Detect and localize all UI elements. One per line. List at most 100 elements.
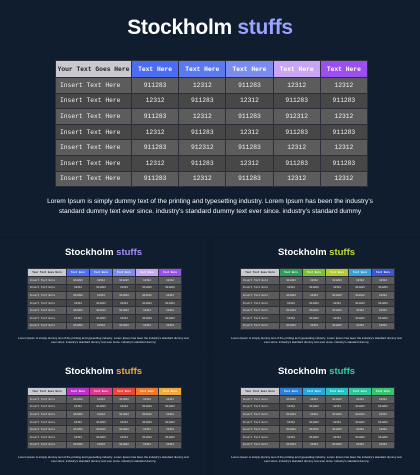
table-cell: 911283 (325, 291, 349, 300)
table-cell: 12312 (325, 402, 349, 412)
table-cell: 12312 (66, 313, 90, 323)
table-cell: 911283 (66, 276, 90, 285)
table-row: Insert Text Here 911283 912312 911283 12312 1… (27, 306, 182, 315)
thumbnail-slide-2[interactable]: Stockholm stuffs Your Text Goes Here Text… (213, 238, 420, 356)
table-cell: 911283 (371, 283, 395, 293)
table-cell: 12312 (302, 276, 326, 285)
main-slide[interactable]: Stockholm stuffs Your Text Goes Here Text… (0, 0, 420, 236)
row-label: Insert Text Here (55, 154, 132, 172)
row-label: Insert Text Here (240, 298, 280, 308)
table-cell: 911283 (89, 298, 113, 308)
table-cell: 912312 (272, 108, 321, 125)
table-header-label: Your Text Goes Here (240, 387, 280, 396)
table-cell: 911283 (158, 432, 182, 442)
table-header-cell: Text Here (371, 268, 395, 277)
row-label: Insert Text Here (55, 108, 132, 125)
table-cell: 911283 (371, 432, 395, 442)
table-row: Insert Text Here 911283 912312 911283 12312 1… (240, 425, 395, 434)
table-cell: 911283 (66, 395, 90, 404)
table-row: Insert Text Here 911283 12312 911283 12312 12… (55, 170, 369, 188)
table-cell: 12312 (158, 321, 182, 331)
table-cell: 12312 (319, 77, 369, 94)
table-cell: 911283 (371, 298, 395, 308)
row-label: Insert Text Here (240, 283, 280, 293)
table-cell: 911283 (89, 402, 113, 412)
table-cell: 911283 (112, 425, 136, 434)
table-cell: 12312 (279, 402, 303, 412)
table-row: Insert Text Here 12312 911283 12312 911283 91… (27, 298, 182, 308)
table-cell: 12312 (130, 154, 180, 172)
table-cell: 12312 (348, 306, 372, 315)
table-cell: 12312 (348, 321, 372, 331)
table-cell: 12312 (272, 170, 321, 188)
table-cell: 12312 (66, 417, 90, 427)
table-row: Insert Text Here 911283 12312 911283 12312 12… (27, 276, 182, 285)
table-cell: 12312 (158, 306, 182, 315)
row-label: Insert Text Here (27, 283, 67, 293)
row-label: Insert Text Here (240, 417, 280, 427)
thumbnail-title: Stockholm stuffs (64, 366, 143, 377)
row-label: Insert Text Here (27, 313, 67, 323)
table-header-label: Your Text Goes Here (240, 268, 280, 277)
table-header-row: Your Text Goes Here Text Here Text Here Tex… (55, 60, 369, 78)
table-cell: 911283 (225, 77, 274, 94)
table-cell: 911283 (89, 432, 113, 442)
row-label: Insert Text Here (240, 402, 280, 412)
table-cell: 911283 (158, 313, 182, 323)
table-cell: 12312 (279, 298, 303, 308)
table-cell: 12312 (279, 432, 303, 442)
table-row: Insert Text Here 12312 911283 12312 911283 91… (27, 417, 182, 427)
table-cell: 911283 (130, 139, 180, 156)
table-cell: 911283 (135, 417, 159, 427)
thumbnail-description: Lorem Ipsum is simply dummy text of the … (18, 336, 189, 345)
table-cell: 911283 (279, 306, 303, 315)
table-row: Insert Text Here 12312 911283 12312 911283 91… (27, 402, 182, 412)
table-header-cell: Text Here (112, 268, 136, 277)
table-cell: 911283 (66, 425, 90, 434)
row-label: Insert Text Here (27, 276, 67, 285)
table-cell: 12312 (158, 395, 182, 404)
table-cell: 911283 (279, 291, 303, 300)
thumbnail-description: Lorem Ipsum is simply dummy text of the … (231, 336, 402, 345)
thumbnail-table: Your Text Goes Here Text Here Text Here Tex… (240, 387, 395, 450)
table-row: Insert Text Here 911283 12312 911283 912312 1… (55, 108, 369, 125)
table-cell: 911283 (112, 410, 136, 419)
table-cell: 12312 (302, 395, 326, 404)
table-header-cell: Text Here (319, 60, 369, 78)
table-header-cell: Text Here (272, 60, 321, 78)
table-header-cell: Text Here (225, 60, 274, 78)
table-cell: 911283 (225, 108, 274, 125)
table-cell: 912312 (135, 291, 159, 300)
table-cell: 12312 (89, 395, 113, 404)
table-cell: 12312 (158, 276, 182, 285)
table-cell: 12312 (89, 440, 113, 450)
table-cell: 911283 (302, 432, 326, 442)
table-row: Insert Text Here 12312 911283 12312 911283 91… (240, 432, 395, 442)
title-accent: stuffs (237, 16, 293, 39)
thumbnail-slide-3[interactable]: Stockholm stuffs Your Text Goes Here Text… (0, 357, 207, 475)
table-cell: 911283 (302, 298, 326, 308)
table-cell: 911283 (279, 395, 303, 404)
table-cell: 911283 (319, 92, 369, 110)
thumbnail-slide-4[interactable]: Stockholm stuffs Your Text Goes Here Text… (213, 357, 420, 475)
table-header-cell: Text Here (178, 60, 227, 78)
table-header-cell: Text Here (279, 268, 303, 277)
table-row: Insert Text Here 911283 12312 911283 912312 1… (27, 291, 182, 300)
table-cell: 911283 (302, 313, 326, 323)
table-cell: 12312 (130, 123, 180, 141)
table-cell: 12312 (135, 395, 159, 404)
table-row: Insert Text Here 911283 12312 911283 912312 1… (27, 410, 182, 419)
table-header-cell: Text Here (302, 387, 326, 396)
thumbnail-title: Stockholm stuffs (277, 366, 356, 377)
thumbnail-slide-1[interactable]: Stockholm stuffs Your Text Goes Here Text… (0, 238, 207, 356)
table-cell: 12312 (319, 139, 369, 156)
table-cell: 12312 (130, 92, 180, 110)
table-row: Insert Text Here 911283 912312 911283 12312 1… (240, 306, 395, 315)
table-header-cell: Text Here (135, 387, 159, 396)
table-cell: 911283 (178, 123, 227, 141)
table-cell: 911283 (302, 283, 326, 293)
table-cell: 12312 (348, 395, 372, 404)
table-cell: 911283 (325, 395, 349, 404)
table-cell: 12312 (302, 410, 326, 419)
row-label: Insert Text Here (240, 291, 280, 300)
